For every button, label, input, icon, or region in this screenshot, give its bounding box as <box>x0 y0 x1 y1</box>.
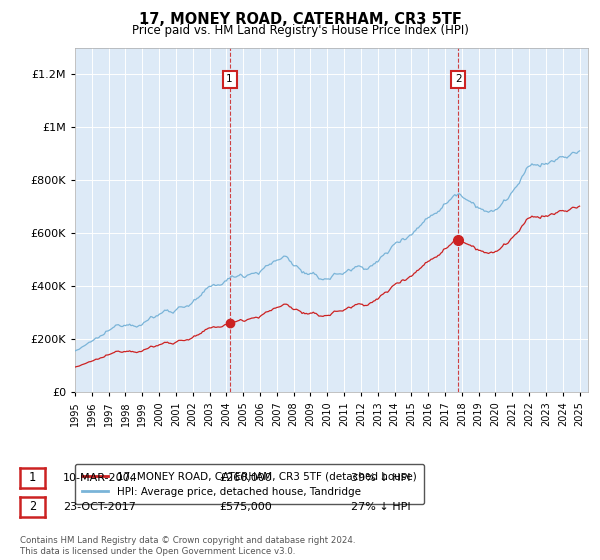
Text: 1: 1 <box>29 471 36 484</box>
Text: 27% ↓ HPI: 27% ↓ HPI <box>351 502 410 512</box>
Text: 23-OCT-2017: 23-OCT-2017 <box>63 502 136 512</box>
Text: 2: 2 <box>29 500 36 514</box>
Text: Contains HM Land Registry data © Crown copyright and database right 2024.
This d: Contains HM Land Registry data © Crown c… <box>20 536 355 556</box>
Text: 1: 1 <box>226 74 233 85</box>
Text: 39% ↓ HPI: 39% ↓ HPI <box>351 473 410 483</box>
Text: 17, MONEY ROAD, CATERHAM, CR3 5TF: 17, MONEY ROAD, CATERHAM, CR3 5TF <box>139 12 461 27</box>
Text: 10-MAR-2004: 10-MAR-2004 <box>63 473 138 483</box>
Text: Price paid vs. HM Land Registry's House Price Index (HPI): Price paid vs. HM Land Registry's House … <box>131 24 469 37</box>
Text: 2: 2 <box>455 74 461 85</box>
Text: £575,000: £575,000 <box>219 502 272 512</box>
Text: £260,000: £260,000 <box>219 473 272 483</box>
Legend: 17, MONEY ROAD, CATERHAM, CR3 5TF (detached house), HPI: Average price, detached: 17, MONEY ROAD, CATERHAM, CR3 5TF (detac… <box>75 464 424 504</box>
